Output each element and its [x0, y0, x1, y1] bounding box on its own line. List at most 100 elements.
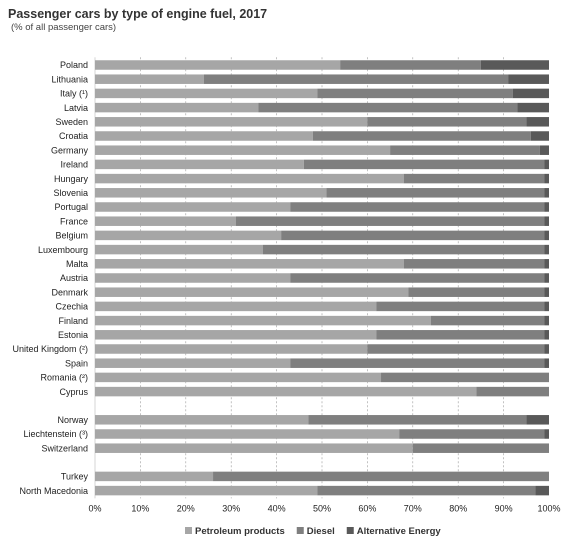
- bar-diesel-romania: [381, 372, 549, 383]
- category-label: Norway: [57, 415, 88, 425]
- category-label: Switzerland: [41, 443, 88, 453]
- bar-petroleum-products-austria: [95, 273, 291, 283]
- category-label: Austria: [60, 273, 88, 283]
- bar-petroleum-products-liechtenstein: [95, 429, 400, 439]
- bar-petroleum-products-luxembourg: [95, 244, 263, 255]
- bar-alternative-energy-hungary: [544, 173, 549, 184]
- bar-petroleum-products-north-macedonia: [95, 485, 318, 496]
- bar-alternative-energy-germany: [539, 145, 549, 155]
- bar-alternative-energy-belgium: [544, 230, 549, 241]
- bar-diesel-spain: [290, 358, 545, 368]
- category-label: Italy (¹): [60, 89, 88, 99]
- bar-alternative-energy-slovenia: [544, 188, 549, 198]
- category-label: Ireland: [60, 160, 88, 170]
- legend-label: Petroleum products: [195, 526, 285, 537]
- bar-alternative-energy-croatia: [530, 131, 549, 141]
- category-label: Latvia: [64, 103, 88, 113]
- x-tick-label: 40%: [268, 503, 286, 513]
- bar-diesel-united-kingdom: [367, 344, 545, 354]
- bar-petroleum-products-finland: [95, 315, 431, 326]
- legend-swatch: [346, 527, 354, 534]
- category-label: Estonia: [58, 330, 88, 340]
- category-label: Poland: [60, 60, 88, 70]
- bar-diesel-lithuania: [203, 74, 509, 84]
- category-label: Croatia: [59, 131, 88, 141]
- bar-diesel-ireland: [303, 159, 545, 170]
- bar-alternative-energy-norway: [526, 415, 549, 425]
- category-label: Turkey: [61, 472, 89, 482]
- category-label: Spain: [65, 358, 88, 368]
- chart-title: Passenger cars by type of engine fuel, 2…: [8, 7, 268, 21]
- category-label: Liechtenstein (³): [23, 429, 88, 439]
- category-label: Cyprus: [59, 387, 88, 397]
- bar-alternative-energy-spain: [544, 358, 549, 368]
- bar-petroleum-products-portugal: [95, 202, 291, 212]
- category-label: Luxembourg: [38, 245, 88, 255]
- x-tick-label: 20%: [177, 503, 195, 513]
- category-label: Denmark: [51, 287, 88, 297]
- legend-swatch: [185, 527, 192, 534]
- bar-alternative-energy-denmark: [544, 287, 549, 297]
- bar-alternative-energy-czechia: [544, 301, 549, 312]
- category-label: Lithuania: [51, 74, 88, 84]
- category-label: France: [60, 216, 88, 226]
- category-label: Portugal: [54, 202, 88, 212]
- bar-petroleum-products-lithuania: [95, 74, 204, 84]
- bar-diesel-france: [235, 216, 545, 226]
- bar-alternative-energy-finland: [544, 315, 549, 326]
- bar-petroleum-products-czechia: [95, 301, 377, 312]
- bar-diesel-austria: [290, 273, 545, 283]
- x-tick-label: 10%: [131, 503, 149, 513]
- x-tick-label: 90%: [495, 503, 513, 513]
- bar-petroleum-products-switzerland: [95, 443, 413, 453]
- bar-petroleum-products-spain: [95, 358, 291, 368]
- bar-petroleum-products-hungary: [95, 173, 404, 184]
- bar-alternative-energy-liechtenstein: [544, 429, 549, 439]
- bar-diesel-czechia: [376, 301, 545, 312]
- bar-alternative-energy-north-macedonia: [535, 485, 549, 496]
- bar-alternative-energy-estonia: [544, 330, 549, 340]
- bar-diesel-poland: [340, 60, 481, 70]
- category-label: Sweden: [55, 117, 88, 127]
- bar-diesel-portugal: [290, 202, 545, 212]
- bar-petroleum-products-norway: [95, 415, 309, 425]
- bar-petroleum-products-belgium: [95, 230, 282, 241]
- bar-alternative-energy-poland: [480, 60, 549, 70]
- bar-diesel-hungary: [403, 173, 545, 184]
- bar-petroleum-products-sweden: [95, 117, 368, 127]
- legend-swatch: [296, 527, 304, 534]
- bar-petroleum-products-romania: [95, 372, 382, 383]
- legend-label: Diesel: [307, 526, 335, 537]
- x-tick-label: 60%: [358, 503, 376, 513]
- bar-diesel-estonia: [376, 330, 545, 340]
- bar-alternative-energy-portugal: [544, 202, 549, 212]
- category-label: Hungary: [54, 174, 89, 184]
- bar-alternative-energy-lithuania: [508, 74, 549, 84]
- bar-diesel-denmark: [408, 287, 545, 297]
- x-tick-label: 70%: [404, 503, 422, 513]
- x-tick-label: 80%: [449, 503, 467, 513]
- category-label: Czechia: [55, 302, 88, 312]
- legend: Petroleum products Diesel Alternative Ener…: [185, 526, 441, 537]
- bar-petroleum-products-slovenia: [95, 188, 327, 198]
- chart-subtitle: (% of all passenger cars): [11, 22, 117, 33]
- bar-alternative-energy-malta: [544, 259, 549, 269]
- bar-petroleum-products-united-kingdom: [95, 344, 368, 354]
- x-axis-ticks: 0% 10% 20% 30% 40% 50% 60% 70% 80% 90% 100%: [88, 503, 560, 513]
- bar-alternative-energy-luxembourg: [544, 244, 549, 255]
- bar-petroleum-products-poland: [95, 60, 341, 70]
- bar-alternative-energy-sweden: [526, 117, 549, 127]
- bar-diesel-germany: [390, 145, 540, 155]
- category-label: Malta: [66, 259, 88, 269]
- bar-alternative-energy-italy: [512, 88, 549, 99]
- bar-diesel-norway: [308, 415, 527, 425]
- bar-diesel-finland: [430, 315, 545, 326]
- category-label: North Macedonia: [19, 486, 88, 496]
- bar-diesel-turkey: [213, 471, 550, 482]
- bar-petroleum-products-france: [95, 216, 236, 226]
- bar-petroleum-products-italy: [95, 88, 318, 99]
- bar-petroleum-products-germany: [95, 145, 391, 155]
- x-tick-label: 0%: [88, 503, 101, 513]
- bar-diesel-luxembourg: [262, 244, 545, 255]
